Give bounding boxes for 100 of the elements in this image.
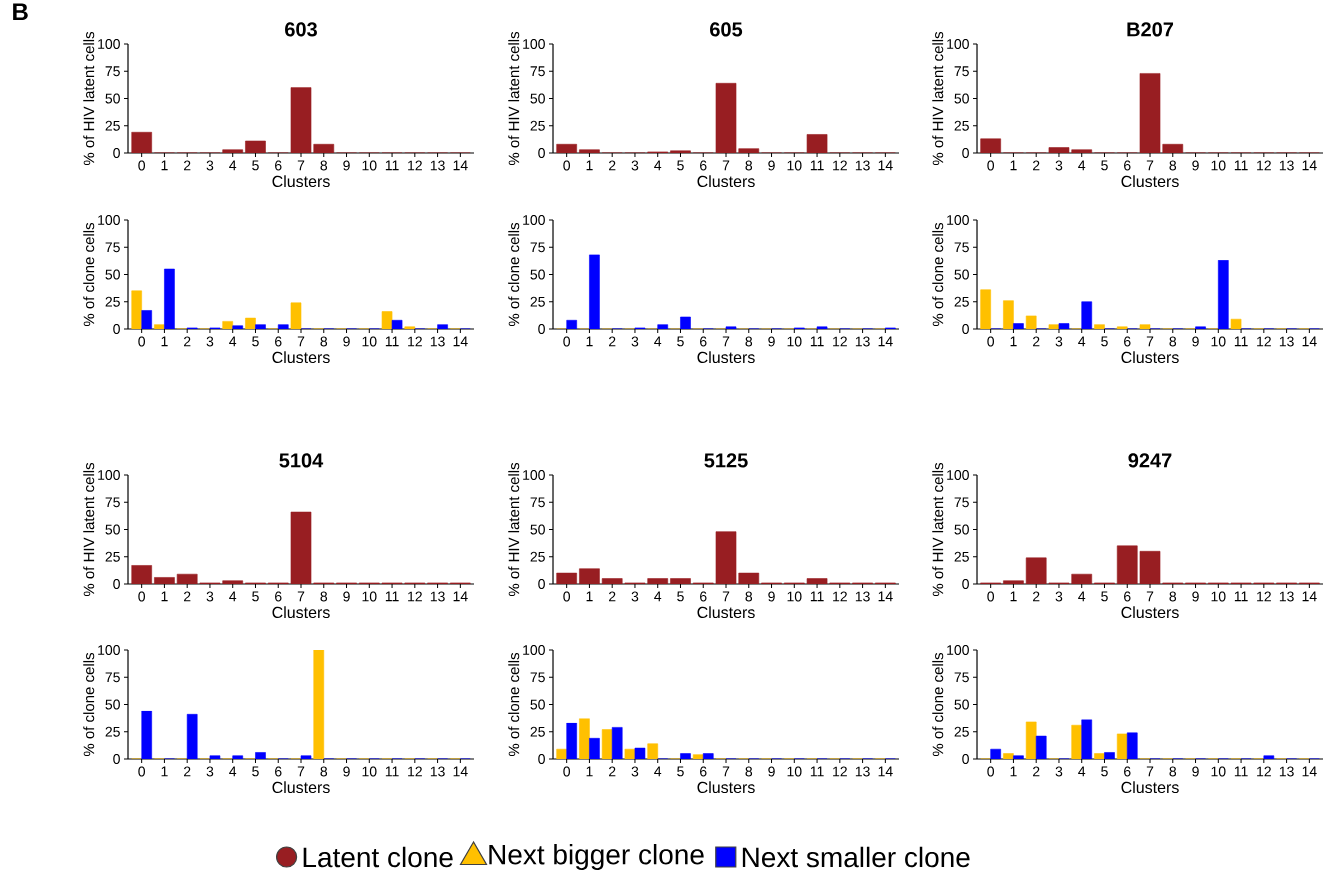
x-tick-label: 4 (1078, 336, 1086, 347)
x-tick-label: 3 (631, 591, 639, 602)
x-tick-label: 8 (320, 766, 328, 777)
y-axis-title: % of HIV latent cells (508, 462, 520, 597)
y-tick-label: 50 (954, 93, 969, 104)
x-tick-label: 1 (586, 766, 593, 777)
x-tick-label: 9 (768, 336, 775, 347)
x-tick-label: 0 (563, 591, 571, 602)
y-tick-label: 100 (98, 470, 120, 480)
x-tick-label: 12 (1257, 160, 1271, 171)
bar (680, 753, 691, 760)
x-tick-label: 14 (1302, 766, 1317, 777)
x-tick-label: 5 (677, 766, 684, 777)
x-tick-label: 6 (275, 766, 282, 777)
x-tick-label: 4 (1078, 766, 1086, 777)
bar (1048, 324, 1060, 330)
y-tick-label: 25 (105, 120, 120, 131)
x-tick-label: 6 (1124, 591, 1131, 602)
x-tick-label: 10 (362, 160, 377, 171)
x-tick-label: 11 (810, 591, 824, 602)
x-tick-label: 12 (408, 766, 422, 777)
y-tick-label: 75 (105, 242, 120, 253)
x-axis-title: Clusters (1121, 175, 1179, 188)
x-tick-label: 12 (833, 591, 847, 602)
x-tick-label: 1 (1010, 766, 1017, 777)
x-axis-title: Clusters (697, 351, 755, 364)
x-tick-label: 5 (252, 766, 259, 777)
x-tick-label: 7 (722, 766, 730, 777)
text: B (13, 3, 28, 21)
x-tick-label: 11 (1234, 160, 1248, 171)
x-tick-label: 9 (768, 766, 775, 777)
x-tick-label: 1 (161, 766, 168, 777)
y-tick-label: 0 (962, 754, 969, 764)
x-tick-label: 10 (1211, 591, 1226, 602)
bar (589, 738, 600, 760)
y-tick-label: 100 (947, 470, 969, 480)
x-tick-label: 14 (878, 160, 893, 171)
chart-title: B207 (1127, 22, 1174, 37)
y-tick-label: 75 (954, 242, 969, 253)
x-axis-title: Clusters (272, 175, 330, 188)
x-tick-label: 3 (1055, 336, 1063, 347)
x-tick-label: 9 (1192, 591, 1199, 602)
bar (634, 747, 646, 760)
y-tick-label: 75 (530, 672, 545, 683)
y-tick-label: 25 (105, 726, 120, 737)
y-tick-label: 0 (962, 324, 969, 334)
x-tick-label: 4 (229, 591, 237, 602)
x-tick-label: 0 (138, 336, 146, 347)
x-tick-label: 13 (855, 766, 870, 777)
x-tick-label: 11 (385, 766, 399, 777)
bar (556, 143, 577, 153)
y-tick-label: 25 (105, 551, 120, 562)
x-tick-label: 7 (1146, 336, 1154, 347)
x-tick-label: 1 (1010, 160, 1017, 171)
x-axis-title: Clusters (697, 175, 755, 188)
x-tick-label: 7 (722, 336, 730, 347)
bar (589, 254, 600, 330)
y-tick-label: 75 (105, 66, 120, 77)
x-tick-label: 3 (206, 336, 214, 347)
x-tick-label: 12 (1257, 766, 1271, 777)
bar (611, 727, 623, 760)
bar (579, 149, 600, 153)
bar (566, 722, 577, 760)
x-tick-label: 3 (631, 160, 639, 171)
x-tick-label: 2 (1033, 766, 1040, 777)
x-tick-label: 11 (385, 591, 399, 602)
x-tick-label: 8 (745, 336, 753, 347)
bar (725, 326, 737, 330)
x-tick-label: 1 (161, 591, 168, 602)
y-tick-label: 25 (530, 551, 545, 562)
x-tick-label: 14 (453, 766, 468, 777)
x-tick-label: 8 (1169, 160, 1177, 171)
bar (1003, 300, 1014, 330)
x-tick-label: 9 (1192, 160, 1199, 171)
y-tick-label: 0 (538, 324, 545, 334)
x-tick-label: 0 (563, 160, 571, 171)
y-tick-label: 50 (530, 524, 545, 535)
x-tick-label: 9 (768, 160, 775, 171)
x-tick-label: 11 (1234, 336, 1248, 347)
y-tick-label: 25 (530, 726, 545, 737)
bar (1013, 323, 1024, 330)
y-tick-label: 0 (113, 324, 120, 334)
x-tick-label: 11 (1234, 766, 1248, 777)
x-tick-label: 6 (700, 336, 707, 347)
x-tick-label: 7 (297, 336, 305, 347)
y-tick-label: 25 (954, 551, 969, 562)
x-tick-label: 9 (1192, 766, 1199, 777)
x-axis-title: Clusters (272, 351, 330, 364)
x-tick-label: 5 (1101, 591, 1108, 602)
y-tick-label: 75 (954, 66, 969, 77)
x-tick-label: 12 (1257, 591, 1271, 602)
y-tick-label: 75 (530, 66, 545, 77)
x-tick-label: 13 (855, 160, 870, 171)
y-tick-label: 75 (530, 497, 545, 508)
y-tick-label: 25 (105, 296, 120, 307)
x-tick-label: 7 (1146, 160, 1154, 171)
x-tick-label: 8 (745, 591, 753, 602)
x-tick-label: 11 (385, 336, 399, 347)
y-axis-title: % of clone cells (83, 652, 95, 757)
x-tick-label: 9 (768, 591, 775, 602)
